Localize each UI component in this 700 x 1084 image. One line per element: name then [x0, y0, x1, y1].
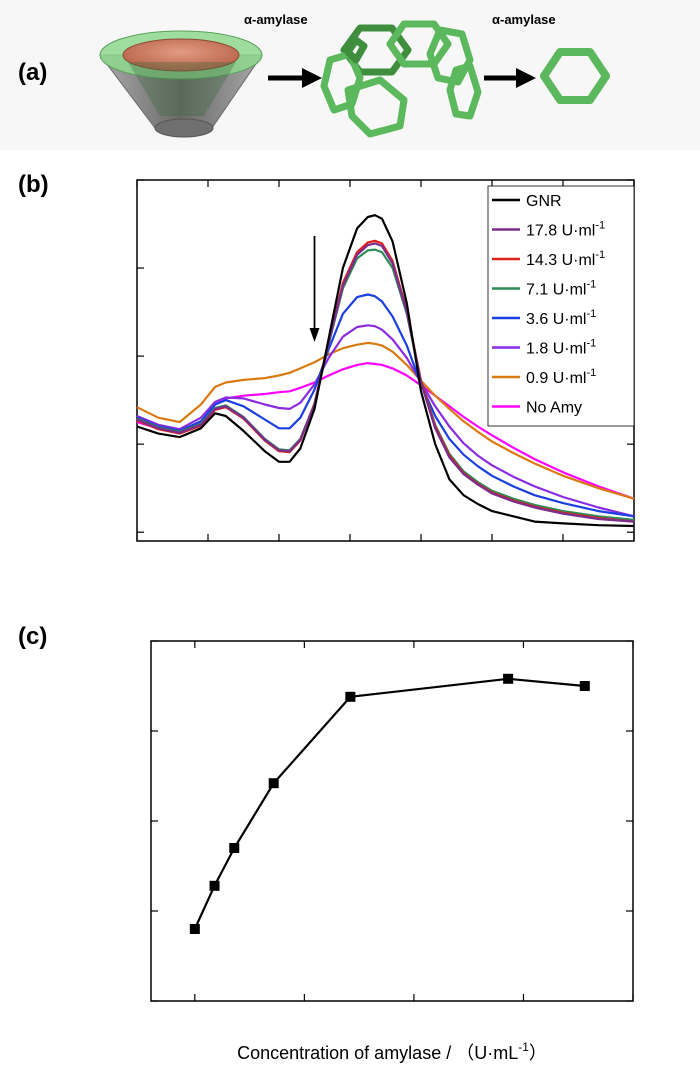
- enzyme-label-2: α-amylase: [492, 12, 556, 27]
- x-axis-title-part: （U·mL: [451, 1043, 518, 1063]
- data-point-marker: [503, 673, 514, 684]
- panel-b-label: (b): [18, 171, 49, 198]
- legend-label: 14.3 U·ml-1: [526, 249, 605, 269]
- arrow-right-icon: [484, 68, 536, 88]
- legend-label: No Amy: [526, 400, 582, 417]
- legend-label: 17.8 U·ml-1: [526, 220, 605, 240]
- glucose-chain-icon: [320, 20, 482, 138]
- legend-label: 0.9 U·ml-1: [526, 367, 596, 387]
- legend-label-text: GNR: [526, 193, 562, 210]
- x-axis-title: Concentration of amylase / （U·mL-1）: [237, 1040, 547, 1063]
- data-point-marker: [268, 778, 279, 789]
- legend-label-text: 3.6 U·ml: [526, 311, 586, 328]
- legend-label-superscript: -1: [595, 249, 605, 261]
- series-line: [193, 677, 585, 930]
- legend-label-superscript: -1: [586, 308, 596, 320]
- legend-label-superscript: -1: [586, 279, 596, 291]
- series-line: [136, 293, 635, 518]
- data-point-marker: [189, 924, 200, 934]
- legend-box: [487, 185, 635, 427]
- series-line: [136, 242, 635, 523]
- panel-a-label: (a): [18, 59, 47, 86]
- absorbance-vs-concentration-chart: Concentration of amylase / （U·mL-1）: [150, 640, 634, 1063]
- panel-a-background: [0, 0, 700, 150]
- x-axis-title-part: ）: [529, 1043, 547, 1063]
- legend-label-text: 1.8 U·ml: [526, 341, 586, 358]
- series-line: [136, 214, 635, 528]
- legend-label-text: 0.9 U·ml: [526, 370, 586, 387]
- data-point-marker: [209, 880, 220, 891]
- legend-label-text: No Amy: [526, 400, 582, 417]
- x-axis-title-part: -1: [518, 1040, 529, 1054]
- data-point-marker: [579, 681, 590, 691]
- legend-label-superscript: -1: [595, 220, 605, 232]
- data-point-marker: [345, 691, 356, 702]
- series-line: [136, 324, 635, 518]
- arrow-right-icon: [268, 68, 322, 88]
- cyclodextrin-cup-icon: [98, 30, 263, 138]
- legend-label-text: 14.3 U·ml: [526, 252, 595, 269]
- legend-label: 3.6 U·ml-1: [526, 308, 596, 328]
- series-line: [136, 341, 635, 500]
- legend-label-text: 17.8 U·ml: [526, 223, 595, 240]
- panel-c: (c) Concentration of amylase / （U·mL-1）: [18, 623, 634, 1063]
- data-point-marker: [229, 843, 240, 853]
- x-axis-title-part: Concentration of amylase /: [237, 1043, 451, 1063]
- legend-label: 7.1 U·ml-1: [526, 279, 596, 299]
- legend-label-superscript: -1: [586, 367, 596, 379]
- legend-label: GNR: [526, 193, 562, 210]
- plot-frame: [150, 640, 634, 1002]
- enzyme-label-1: α-amylase: [244, 12, 308, 27]
- glucose-unit-icon: [540, 48, 610, 104]
- panel-c-label: (c): [18, 623, 47, 650]
- annotation-arrow-head: [309, 328, 320, 342]
- legend-label-text: 7.1 U·ml: [526, 282, 586, 299]
- panel-a: (a) α-amylase α-amylase: [0, 0, 700, 150]
- legend-label-superscript: -1: [586, 338, 596, 350]
- legend-label: 1.8 U·ml-1: [526, 338, 596, 358]
